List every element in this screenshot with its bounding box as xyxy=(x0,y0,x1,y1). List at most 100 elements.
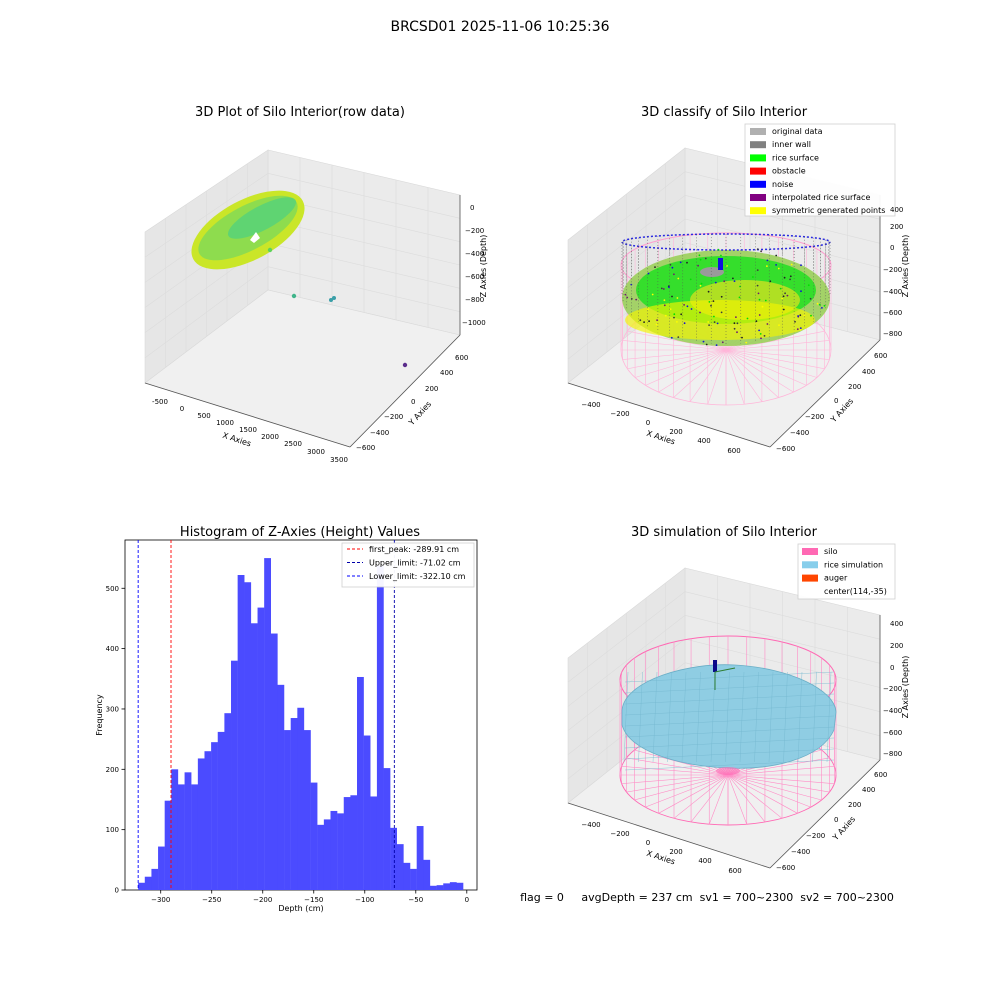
histogram-bar xyxy=(390,827,397,890)
y-tick: −600 xyxy=(356,444,375,452)
histogram-bar xyxy=(224,713,232,890)
histogram-bar xyxy=(357,676,364,890)
legend-label: obstacle xyxy=(772,167,806,176)
histogram-bar xyxy=(376,565,384,890)
x-tick: 200 xyxy=(669,428,682,436)
histogram-bar xyxy=(423,859,431,890)
histogram-bar xyxy=(343,797,351,890)
z-tick: 200 xyxy=(890,223,903,231)
panel-classify-y-ticks: 600 400 200 0 −200 −400 −600 xyxy=(776,352,887,453)
legend-label: first_peak: -289.91 cm xyxy=(369,545,459,554)
legend-label: Upper_limit: -71.02 cm xyxy=(369,559,461,568)
z-tick: −200 xyxy=(883,685,902,693)
histogram-bar xyxy=(191,784,199,890)
z-tick: −800 xyxy=(883,330,902,338)
y-tick: −400 xyxy=(790,429,809,437)
histogram-bar xyxy=(303,730,311,890)
histogram-bar xyxy=(217,731,225,890)
x-tick: 400 xyxy=(697,437,710,445)
panel-raw-points xyxy=(191,190,408,368)
histogram-bar xyxy=(277,684,285,890)
legend-swatch xyxy=(750,128,766,135)
histogram-bar xyxy=(370,796,378,890)
y-tick-label: 0 xyxy=(115,887,119,895)
histogram-x-ticks: −300 −250 −200 −150 −100 −50 0 xyxy=(151,890,469,904)
histogram-y-ticks: 0 100 200 300 400 500 xyxy=(106,585,125,895)
y-tick-label: 300 xyxy=(106,705,119,713)
z-tick: −800 xyxy=(883,750,902,758)
x-tick: 0 xyxy=(646,419,650,427)
y-tick: −600 xyxy=(776,864,795,872)
legend-label: auger xyxy=(824,574,848,583)
panel-simulation-3d: 3D simulation of Silo Interior silo rice … xyxy=(567,525,910,875)
panel-classify-z-ticks: 400 200 0 −200 −400 −600 −800 xyxy=(883,206,903,338)
z-tick: 0 xyxy=(470,204,474,212)
panel-classify-3d: 3D classify of Silo Interior xyxy=(567,105,910,455)
y-tick: 200 xyxy=(425,385,438,393)
histogram-bar xyxy=(290,718,298,890)
z-tick: −600 xyxy=(883,729,902,737)
x-tick: 2000 xyxy=(261,433,279,441)
z-tick: −200 xyxy=(883,266,902,274)
histogram-bar xyxy=(171,769,179,890)
panel-simulation-y-ticks: 600 400 200 0 −200 −400 −600 xyxy=(776,771,887,872)
panel-simulation-z-ticks: 400 200 0 −200 −400 −600 −800 xyxy=(883,620,903,758)
y-tick: 400 xyxy=(862,786,875,794)
y-tick: −200 xyxy=(805,413,824,421)
y-tick-label: 100 xyxy=(106,826,119,834)
panel-classify-ylabel: Y Axies xyxy=(828,397,855,425)
histogram-bars xyxy=(138,558,464,890)
x-tick-label: −50 xyxy=(408,896,423,904)
histogram-bar xyxy=(429,885,437,890)
z-tick: 0 xyxy=(890,664,894,672)
x-tick-label: −250 xyxy=(202,896,221,904)
panel-histogram: Histogram of Z-Axies (Height) Values −30… xyxy=(95,525,478,913)
legend-swatch xyxy=(750,141,766,149)
histogram-reference-lines xyxy=(137,540,395,890)
y-tick: 600 xyxy=(874,352,887,360)
panel-simulation-title: 3D simulation of Silo Interior xyxy=(631,525,818,540)
panel-simulation-silo xyxy=(619,635,837,826)
panel-simulation-legend: silo rice simulation auger center(114,-35) xyxy=(797,543,896,600)
histogram-bar xyxy=(297,707,305,890)
legend-label: silo xyxy=(824,547,838,556)
y-tick: −400 xyxy=(791,848,810,856)
histogram-bar xyxy=(310,782,318,890)
histogram-bar xyxy=(257,607,265,890)
figure-suptitle: BRCSD01 2025-11-06 10:25:36 xyxy=(390,19,609,35)
panel-classify-cylinder xyxy=(620,232,832,406)
histogram-title: Histogram of Z-Axies (Height) Values xyxy=(180,525,420,540)
histogram-bar xyxy=(396,844,404,890)
z-tick: −400 xyxy=(465,250,484,258)
z-tick: 200 xyxy=(890,642,903,650)
histogram-bar xyxy=(197,758,205,890)
z-tick: −600 xyxy=(883,309,902,317)
panel-simulation-x-ticks: −400 −200 0 200 400 600 xyxy=(581,821,741,875)
histogram-bar xyxy=(158,846,165,890)
legend-label: symmetric generated points xyxy=(772,206,885,215)
x-tick: 400 xyxy=(698,857,711,865)
y-tick: −200 xyxy=(384,413,403,421)
histogram-bar xyxy=(250,623,258,890)
y-tick: −400 xyxy=(370,429,389,437)
y-tick: 0 xyxy=(834,816,838,824)
histogram-bar xyxy=(184,772,192,890)
x-tick: 0 xyxy=(646,839,650,847)
panel-raw-3d: 3D Plot of Silo Interior(row data) -500 … xyxy=(144,105,488,464)
histogram-bar xyxy=(231,660,238,890)
y-tick-label: 200 xyxy=(106,766,119,774)
legend-label: rice simulation xyxy=(824,560,883,569)
x-tick: 3500 xyxy=(330,456,348,464)
legend-swatch xyxy=(750,194,766,201)
z-tick: 400 xyxy=(890,206,903,214)
histogram-bar xyxy=(317,824,325,890)
x-tick-label: −200 xyxy=(253,896,272,904)
panel-raw-x-ticks: -500 0 500 1000 1500 2000 2500 3000 3500 xyxy=(152,398,348,464)
y-tick: 0 xyxy=(411,398,415,406)
y-tick: 200 xyxy=(848,383,861,391)
x-tick-label: −100 xyxy=(355,896,374,904)
x-tick: −200 xyxy=(610,410,629,418)
histogram-bar xyxy=(330,810,338,890)
histogram-bar xyxy=(403,862,411,890)
z-tick: −800 xyxy=(465,296,484,304)
